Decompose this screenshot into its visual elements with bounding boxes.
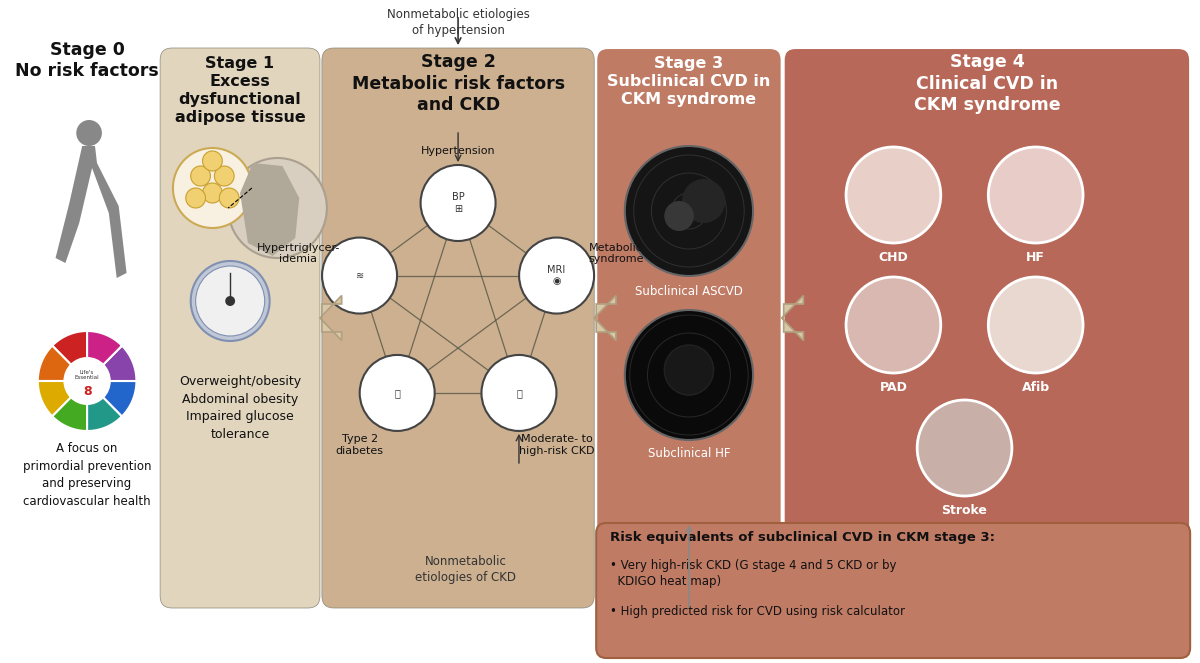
Circle shape bbox=[228, 158, 326, 258]
Text: Nonmetabolic etiologies
of hypertension: Nonmetabolic etiologies of hypertension bbox=[386, 8, 529, 37]
Polygon shape bbox=[53, 331, 88, 381]
Circle shape bbox=[77, 120, 102, 146]
Circle shape bbox=[625, 146, 754, 276]
Text: Hypertension: Hypertension bbox=[421, 146, 496, 156]
Circle shape bbox=[625, 310, 754, 440]
Circle shape bbox=[322, 237, 397, 314]
Text: Stage 1
Excess
dysfunctional
adipose tissue: Stage 1 Excess dysfunctional adipose tis… bbox=[175, 56, 306, 125]
Text: Nonmetabolic
etiologies of CKD: Nonmetabolic etiologies of CKD bbox=[415, 555, 516, 584]
Text: 📊: 📊 bbox=[395, 388, 400, 398]
Polygon shape bbox=[88, 381, 122, 431]
FancyArrow shape bbox=[320, 296, 342, 341]
Polygon shape bbox=[55, 146, 126, 278]
FancyBboxPatch shape bbox=[322, 48, 594, 608]
Text: • Very high-risk CKD (G stage 4 and 5 CKD or by
  KDIGO heat map): • Very high-risk CKD (G stage 4 and 5 CK… bbox=[610, 559, 896, 589]
Polygon shape bbox=[37, 345, 88, 381]
Circle shape bbox=[191, 261, 270, 341]
Text: Life's
Essential: Life's Essential bbox=[74, 370, 100, 380]
Text: A focus on
primordial prevention
and preserving
cardiovascular health: A focus on primordial prevention and pre… bbox=[23, 442, 151, 507]
Circle shape bbox=[665, 345, 714, 395]
Circle shape bbox=[64, 357, 110, 405]
Text: Metabolic
syndrome: Metabolic syndrome bbox=[588, 243, 643, 265]
Circle shape bbox=[196, 266, 265, 336]
Circle shape bbox=[226, 296, 235, 306]
FancyBboxPatch shape bbox=[160, 48, 320, 608]
FancyArrow shape bbox=[594, 296, 616, 341]
Text: Overweight/obesity
Abdominal obesity
Impaired glucose
tolerance: Overweight/obesity Abdominal obesity Imp… bbox=[179, 375, 301, 440]
FancyBboxPatch shape bbox=[784, 48, 1190, 608]
FancyBboxPatch shape bbox=[596, 48, 781, 608]
Text: Stage 2
Metabolic risk factors
and CKD: Stage 2 Metabolic risk factors and CKD bbox=[352, 53, 565, 114]
Text: Type 2
diabetes: Type 2 diabetes bbox=[336, 434, 384, 455]
Circle shape bbox=[989, 277, 1084, 373]
Polygon shape bbox=[88, 345, 137, 381]
Text: Subclinical HF: Subclinical HF bbox=[648, 446, 730, 459]
Circle shape bbox=[360, 355, 434, 431]
Circle shape bbox=[520, 237, 594, 314]
Text: Stage 3
Subclinical CVD in
CKM syndrome: Stage 3 Subclinical CVD in CKM syndrome bbox=[607, 56, 770, 107]
Circle shape bbox=[203, 151, 222, 171]
Polygon shape bbox=[88, 331, 122, 381]
Text: Hypertriglycer-
idemia: Hypertriglycer- idemia bbox=[257, 243, 340, 265]
Text: 🫘: 🫘 bbox=[516, 388, 522, 398]
Text: Afib: Afib bbox=[1021, 381, 1050, 394]
FancyArrow shape bbox=[781, 296, 803, 341]
Text: Moderate- to
high-risk CKD: Moderate- to high-risk CKD bbox=[518, 434, 594, 455]
Circle shape bbox=[989, 147, 1084, 243]
Circle shape bbox=[846, 147, 941, 243]
Text: Risk equivalents of subclinical CVD in CKM stage 3:: Risk equivalents of subclinical CVD in C… bbox=[610, 531, 995, 544]
Circle shape bbox=[420, 165, 496, 241]
Polygon shape bbox=[240, 163, 299, 256]
Circle shape bbox=[191, 166, 210, 186]
Circle shape bbox=[173, 148, 252, 228]
Circle shape bbox=[220, 188, 239, 208]
Polygon shape bbox=[53, 381, 88, 431]
Text: CHD: CHD bbox=[878, 251, 908, 264]
Text: Stroke: Stroke bbox=[942, 504, 988, 517]
Circle shape bbox=[917, 400, 1012, 496]
Text: • High predicted risk for CVD using risk calculator: • High predicted risk for CVD using risk… bbox=[610, 605, 905, 618]
Circle shape bbox=[665, 201, 694, 231]
Text: BP
⊞: BP ⊞ bbox=[451, 192, 464, 213]
Polygon shape bbox=[37, 381, 88, 416]
Text: ≋: ≋ bbox=[355, 271, 364, 280]
Text: PAD: PAD bbox=[880, 381, 907, 394]
FancyBboxPatch shape bbox=[596, 523, 1190, 658]
Text: 8: 8 bbox=[83, 385, 91, 398]
Text: Stage 4
Clinical CVD in
CKM syndrome: Stage 4 Clinical CVD in CKM syndrome bbox=[913, 53, 1061, 114]
Circle shape bbox=[215, 166, 234, 186]
Text: HF: HF bbox=[1026, 251, 1045, 264]
Circle shape bbox=[481, 355, 557, 431]
Text: Subclinical ASCVD: Subclinical ASCVD bbox=[635, 284, 743, 298]
Text: Stage 0
No risk factors: Stage 0 No risk factors bbox=[16, 41, 158, 80]
Circle shape bbox=[186, 188, 205, 208]
Polygon shape bbox=[88, 381, 137, 416]
Text: MRI
◉: MRI ◉ bbox=[547, 265, 565, 286]
Circle shape bbox=[846, 277, 941, 373]
Circle shape bbox=[682, 179, 726, 223]
Circle shape bbox=[203, 183, 222, 203]
